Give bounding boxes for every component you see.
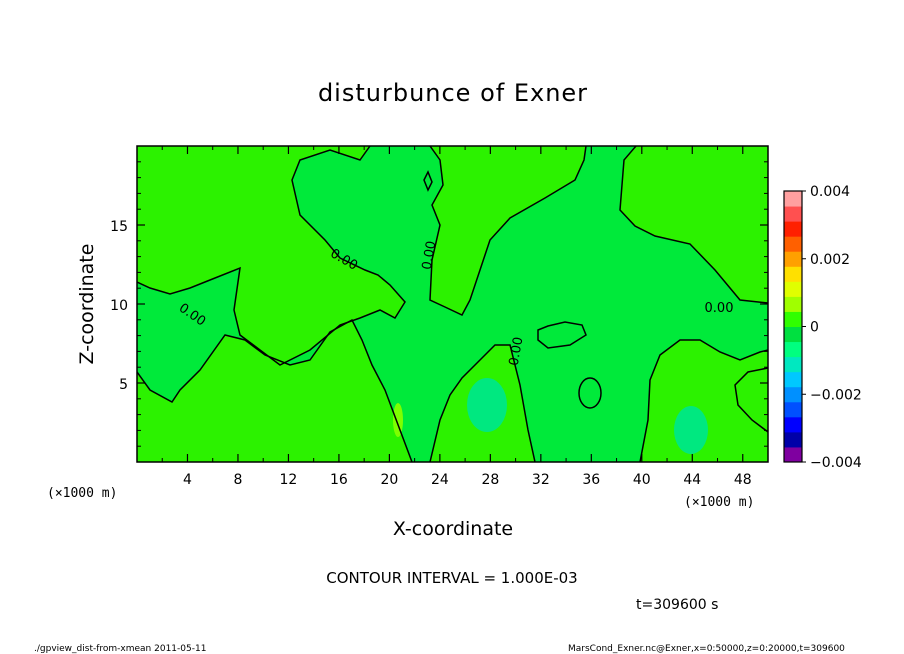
x-tick-label: 44 <box>683 472 701 488</box>
footer-left: ./gpview_dist-from-xmean 2011-05-11 <box>34 644 206 654</box>
maximum-20 <box>393 403 403 437</box>
colorbar-swatch <box>784 386 802 403</box>
x-tick-label: 32 <box>532 472 550 488</box>
x-tick-label: 20 <box>380 472 398 488</box>
x-units-right: (×1000 m) <box>684 495 754 510</box>
colorbar-swatch <box>784 326 802 343</box>
colorbar-tick-label: 0 <box>810 320 819 336</box>
x-tick-label: 40 <box>633 472 651 488</box>
x-tick-label: 48 <box>734 472 752 488</box>
x-tick-label: 16 <box>330 472 348 488</box>
x-tick-label: 24 <box>431 472 449 488</box>
contour-label: 0.00 <box>420 240 440 271</box>
contour-zero-lower-mid <box>429 344 536 462</box>
y-axis: 5 10 15 <box>110 161 768 447</box>
colorbar-swatch <box>784 371 802 388</box>
colorbar-swatch <box>784 236 802 252</box>
contour-zero-upper <box>137 146 406 366</box>
contour-zero-lower-left <box>137 318 413 462</box>
colorbar <box>783 190 803 463</box>
colorbar-swatch <box>784 311 802 327</box>
colorbar-swatch <box>784 401 802 418</box>
x-tick-label: 36 <box>582 472 600 488</box>
contour-label: 0.00 <box>507 336 527 367</box>
colorbar-tick-label: −0.004 <box>810 455 862 471</box>
contour-zero-lower-right <box>639 339 768 462</box>
colorbar-swatch <box>784 221 802 237</box>
y-tick-label: 5 <box>119 377 128 393</box>
colorbar-tick-label: 0.004 <box>810 184 850 200</box>
x-axis: 4 8 12 16 20 24 28 32 36 40 44 48 <box>161 146 752 488</box>
time-label: t=309600 s <box>636 597 718 613</box>
positive-island-right-edge <box>735 368 768 432</box>
colorbar-tick-label: −0.002 <box>810 387 862 403</box>
plot-area: 0.00 0.00 0.00 0.00 0.00 <box>137 146 768 462</box>
footer-right: MarsCond_Exner.nc@Exner,x=0:50000,z=0:20… <box>568 644 845 654</box>
chart-title: disturbunce of Exner <box>318 79 588 107</box>
minimum-28 <box>467 378 507 432</box>
y-axis-title: Z-coordinate <box>76 244 98 365</box>
contour-zero-right <box>619 146 768 304</box>
colorbar-swatch <box>784 416 802 433</box>
y-tick-label: 10 <box>110 298 128 314</box>
colorbar-swatch <box>784 446 802 463</box>
colorbar-swatch <box>784 356 802 373</box>
contour-right-edge-island <box>734 367 768 433</box>
x-tick-label: 28 <box>481 472 499 488</box>
contour-island-24 <box>423 170 433 192</box>
colorbar-swatch <box>784 281 802 297</box>
contour-zero-mid <box>429 146 587 316</box>
contour-island-32 <box>537 321 587 349</box>
colorbar-swatch <box>784 341 802 358</box>
colorbar-ticks: 0.004 0.002 0 −0.002 −0.004 <box>802 184 862 471</box>
colorbar-swatch <box>784 206 802 222</box>
x-units-left: (×1000 m) <box>47 486 117 501</box>
x-tick-label: 8 <box>233 472 242 488</box>
colorbar-swatch <box>784 296 802 312</box>
positive-region-upper <box>137 146 768 365</box>
colorbar-swatch <box>784 251 802 267</box>
x-tick-label: 4 <box>183 472 192 488</box>
colorbar-swatch <box>784 266 802 282</box>
colorbar-swatch <box>784 191 802 207</box>
x-tick-label: 12 <box>280 472 298 488</box>
contour-interval: CONTOUR INTERVAL = 1.000E-03 <box>326 569 577 587</box>
colorbar-swatch <box>784 431 802 448</box>
contour-island-34 <box>578 377 602 409</box>
positive-region-lower-left <box>137 320 412 462</box>
y-tick-label: 15 <box>110 219 128 235</box>
colorbar-tick-label: 0.002 <box>810 252 850 268</box>
positive-region-lower-right <box>640 340 768 462</box>
x-axis-title: X-coordinate <box>393 518 513 540</box>
contour-label: 0.00 <box>705 301 734 316</box>
minimum-44 <box>674 406 708 454</box>
